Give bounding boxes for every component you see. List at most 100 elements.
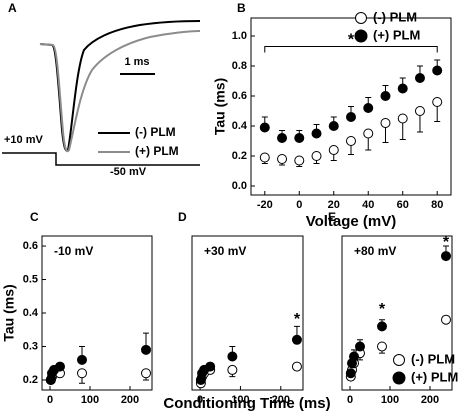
- y-tick-label: 0.3: [23, 340, 38, 352]
- data-point: [377, 341, 387, 352]
- x-tick-label: 0: [296, 199, 302, 211]
- data-point: [380, 118, 391, 128]
- x-tick-label: 200: [272, 394, 290, 406]
- data-point: [397, 83, 408, 94]
- data-point: [414, 106, 425, 116]
- data-point: [349, 351, 359, 362]
- data-point: [77, 354, 87, 365]
- legend-marker: [393, 354, 405, 366]
- x-tick-label: -20: [257, 199, 273, 211]
- bracket: [264, 46, 438, 53]
- y-tick-label: 1.0: [232, 30, 247, 42]
- plot-frame: [250, 17, 452, 196]
- x-tick-label: 200: [121, 394, 139, 406]
- y-axis-label: Tau (ms): [1, 284, 17, 341]
- data-point: [291, 361, 302, 372]
- panel-label: D: [178, 210, 187, 224]
- panel-label: B: [237, 1, 246, 15]
- trace: [39, 20, 201, 152]
- y-axis-label: Tau (ms): [212, 78, 228, 135]
- panel-label: A: [8, 1, 17, 15]
- panel-label: C: [30, 210, 39, 224]
- panel-title: +30 mV: [204, 244, 246, 258]
- protocol-label: +10 mV: [4, 134, 43, 146]
- annotation: *: [348, 32, 355, 49]
- data-point: [328, 121, 339, 131]
- protocol: [2, 152, 200, 166]
- x-tick-label: 100: [231, 394, 249, 406]
- data-point: [291, 334, 302, 345]
- data-point: [355, 341, 365, 352]
- legend-marker: [392, 371, 406, 385]
- x-axis-label: Conditioning Time (ms): [163, 395, 330, 412]
- data-point: [346, 112, 356, 122]
- data-point: [345, 368, 356, 379]
- data-point: [328, 145, 339, 155]
- data-point: [77, 368, 87, 379]
- legend-marker: [354, 29, 368, 43]
- y-tick-label: 0.0: [232, 180, 247, 192]
- x-tick-label: 0: [47, 394, 53, 406]
- data-point: [277, 154, 288, 164]
- plot-frame: [341, 235, 453, 391]
- panel-title: +80 mV: [354, 244, 396, 258]
- data-point: [441, 251, 451, 262]
- x-tick-label: 200: [421, 394, 439, 406]
- panel-title: -10 mV: [54, 244, 93, 258]
- data-point: [363, 128, 374, 139]
- y-tick-label: 0.4: [232, 120, 248, 132]
- x-tick-label: 40: [362, 199, 374, 211]
- trace: [39, 30, 201, 153]
- data-point: [227, 364, 238, 375]
- data-point: [363, 103, 374, 113]
- data-point: [346, 136, 356, 146]
- y-tick-label: 0.5: [23, 273, 38, 285]
- data-point: [380, 91, 391, 101]
- data-point: [432, 65, 443, 76]
- y-tick-label: 0.8: [232, 60, 247, 72]
- data-point: [397, 113, 408, 124]
- annotation: *: [443, 234, 450, 251]
- legend-label: (-) PLM: [411, 351, 455, 366]
- legend-label: (+) PLM: [373, 27, 420, 42]
- annotation: *: [379, 301, 386, 318]
- legend-label: (+) PLM: [135, 144, 179, 158]
- data-point: [377, 321, 387, 332]
- data-point: [441, 314, 451, 325]
- data-point: [311, 128, 322, 139]
- data-point: [205, 361, 216, 372]
- data-point: [294, 133, 305, 143]
- x-tick-label: 0: [197, 394, 203, 406]
- x-tick-label: 20: [328, 199, 340, 211]
- protocol-label: -50 mV: [110, 166, 147, 178]
- y-tick-label: 0.2: [23, 374, 38, 386]
- x-tick-label: 0: [347, 394, 353, 406]
- legend-label: (-) PLM: [373, 9, 417, 24]
- y-tick-label: 0.2: [232, 150, 247, 162]
- data-point: [432, 97, 443, 107]
- data-point: [414, 73, 425, 83]
- x-tick-label: 60: [397, 199, 409, 211]
- scale-bar-label: 1 ms: [124, 56, 149, 68]
- data-point: [227, 351, 238, 362]
- x-axis-label: Voltage (mV): [306, 213, 397, 230]
- panel-label: E: [328, 210, 336, 224]
- legend-marker: [355, 12, 367, 24]
- data-point: [259, 152, 270, 163]
- data-point: [294, 155, 305, 166]
- annotation: *: [294, 311, 301, 328]
- x-tick-label: 80: [431, 199, 443, 211]
- x-tick-label: 100: [81, 394, 99, 406]
- data-point: [141, 368, 151, 379]
- y-tick-label: 0.6: [232, 90, 247, 102]
- y-tick-label: 0.4: [23, 307, 39, 319]
- data-point: [311, 151, 322, 161]
- y-tick-label: 0.6: [23, 240, 38, 252]
- data-point: [141, 344, 151, 355]
- data-point: [277, 133, 288, 143]
- data-point: [55, 361, 65, 372]
- data-point: [259, 122, 270, 133]
- plot-frame: [191, 235, 304, 391]
- legend-label: (-) PLM: [135, 125, 176, 139]
